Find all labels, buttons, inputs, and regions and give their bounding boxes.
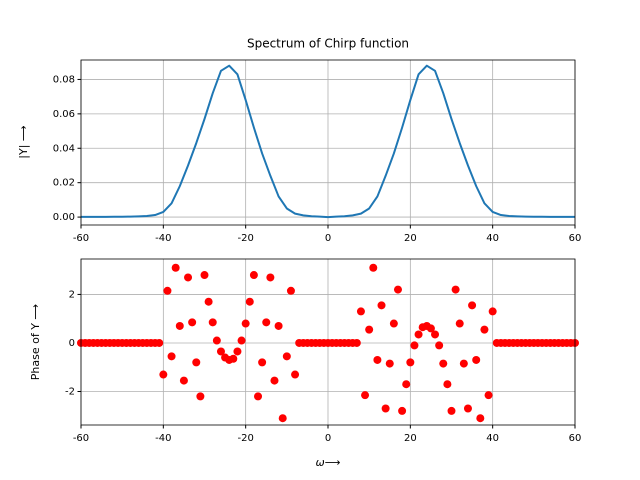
x-tick-label: 40: [486, 233, 499, 244]
data-point: [258, 358, 267, 367]
y-tick-label: 0.04: [53, 143, 75, 154]
y-tick-label: -2: [65, 387, 75, 398]
x-tick-label: 0: [325, 433, 331, 444]
data-point: [385, 359, 394, 368]
chart-title: Spectrum of Chirp function: [247, 37, 409, 51]
data-point: [204, 297, 213, 306]
x-tick-label: 20: [404, 433, 417, 444]
data-point: [406, 358, 415, 367]
data-point: [451, 285, 460, 294]
data-point: [274, 321, 283, 330]
x-tick-label: 40: [486, 433, 499, 444]
axes-frame: [80, 258, 576, 426]
x-tick-label: 60: [569, 233, 582, 244]
x-tick-label: 60: [569, 433, 582, 444]
x-tick-label: -60: [73, 433, 89, 444]
data-point: [361, 391, 370, 400]
data-point: [155, 338, 164, 347]
data-point: [389, 319, 398, 328]
data-point: [266, 273, 275, 282]
data-point: [200, 271, 209, 280]
data-point: [447, 406, 456, 415]
y-tick-label: 0.02: [53, 178, 75, 189]
data-point: [188, 318, 197, 327]
data-point: [435, 341, 444, 350]
data-point: [463, 404, 472, 413]
data-point: [402, 380, 411, 389]
data-point: [381, 404, 390, 413]
data-point: [196, 392, 205, 401]
data-point: [439, 359, 448, 368]
data-point: [233, 347, 242, 356]
data-point: [377, 301, 386, 310]
data-point: [262, 318, 271, 327]
data-point: [192, 358, 201, 367]
data-point: [282, 352, 291, 361]
data-point: [241, 319, 250, 328]
data-point: [212, 336, 221, 345]
data-point: [171, 263, 180, 272]
data-point: [455, 319, 464, 328]
data-point: [373, 355, 382, 364]
data-point: [414, 330, 423, 339]
data-point: [443, 380, 452, 389]
x-tick-label: -20: [237, 233, 253, 244]
data-point: [229, 354, 238, 363]
data-point: [488, 307, 497, 316]
x-tick-label: -60: [73, 233, 89, 244]
y-tick-label: 2: [69, 289, 75, 300]
data-point: [468, 301, 477, 310]
data-point: [431, 330, 440, 339]
x-tick-label: -40: [155, 233, 171, 244]
data-point: [291, 370, 300, 379]
data-point: [426, 324, 435, 333]
y-axis-label: |Y| ⟶: [17, 125, 30, 159]
data-point: [484, 391, 493, 400]
data-point: [459, 359, 468, 368]
data-line: [81, 64, 575, 219]
data-point: [249, 271, 258, 280]
y-tick-label: 0.06: [53, 109, 75, 120]
x-tick-label: -20: [237, 433, 253, 444]
y-tick-label: 0: [69, 338, 75, 349]
data-point: [159, 370, 168, 379]
y-tick-label: 0.00: [53, 212, 75, 223]
data-point: [365, 325, 374, 334]
data-point: [270, 376, 279, 385]
data-point: [167, 352, 176, 361]
data-point: [278, 414, 287, 423]
data-point: [410, 341, 419, 350]
x-axis-label: ω⟶: [316, 456, 341, 469]
data-point: [398, 406, 407, 415]
data-point: [480, 325, 489, 334]
data-point: [254, 392, 263, 401]
data-point: [179, 376, 188, 385]
data-point: [356, 307, 365, 316]
data-point: [237, 336, 246, 345]
data-point: [472, 355, 481, 364]
data-point: [476, 414, 485, 423]
axes-frame: [80, 59, 576, 226]
x-tick-label: -40: [155, 433, 171, 444]
data-point: [216, 347, 225, 356]
y-tick-label: 0.08: [53, 74, 75, 85]
data-point: [184, 273, 193, 282]
y-axis-label: Phase of Y ⟶: [29, 304, 42, 381]
data-point: [286, 286, 295, 295]
data-point: [175, 321, 184, 330]
data-point: [208, 318, 217, 327]
data-point: [245, 297, 254, 306]
data-point: [163, 286, 172, 295]
data-point: [393, 285, 402, 294]
x-tick-label: 0: [325, 233, 331, 244]
data-point: [369, 263, 378, 272]
x-tick-label: 20: [404, 233, 417, 244]
data-point: [352, 338, 361, 347]
